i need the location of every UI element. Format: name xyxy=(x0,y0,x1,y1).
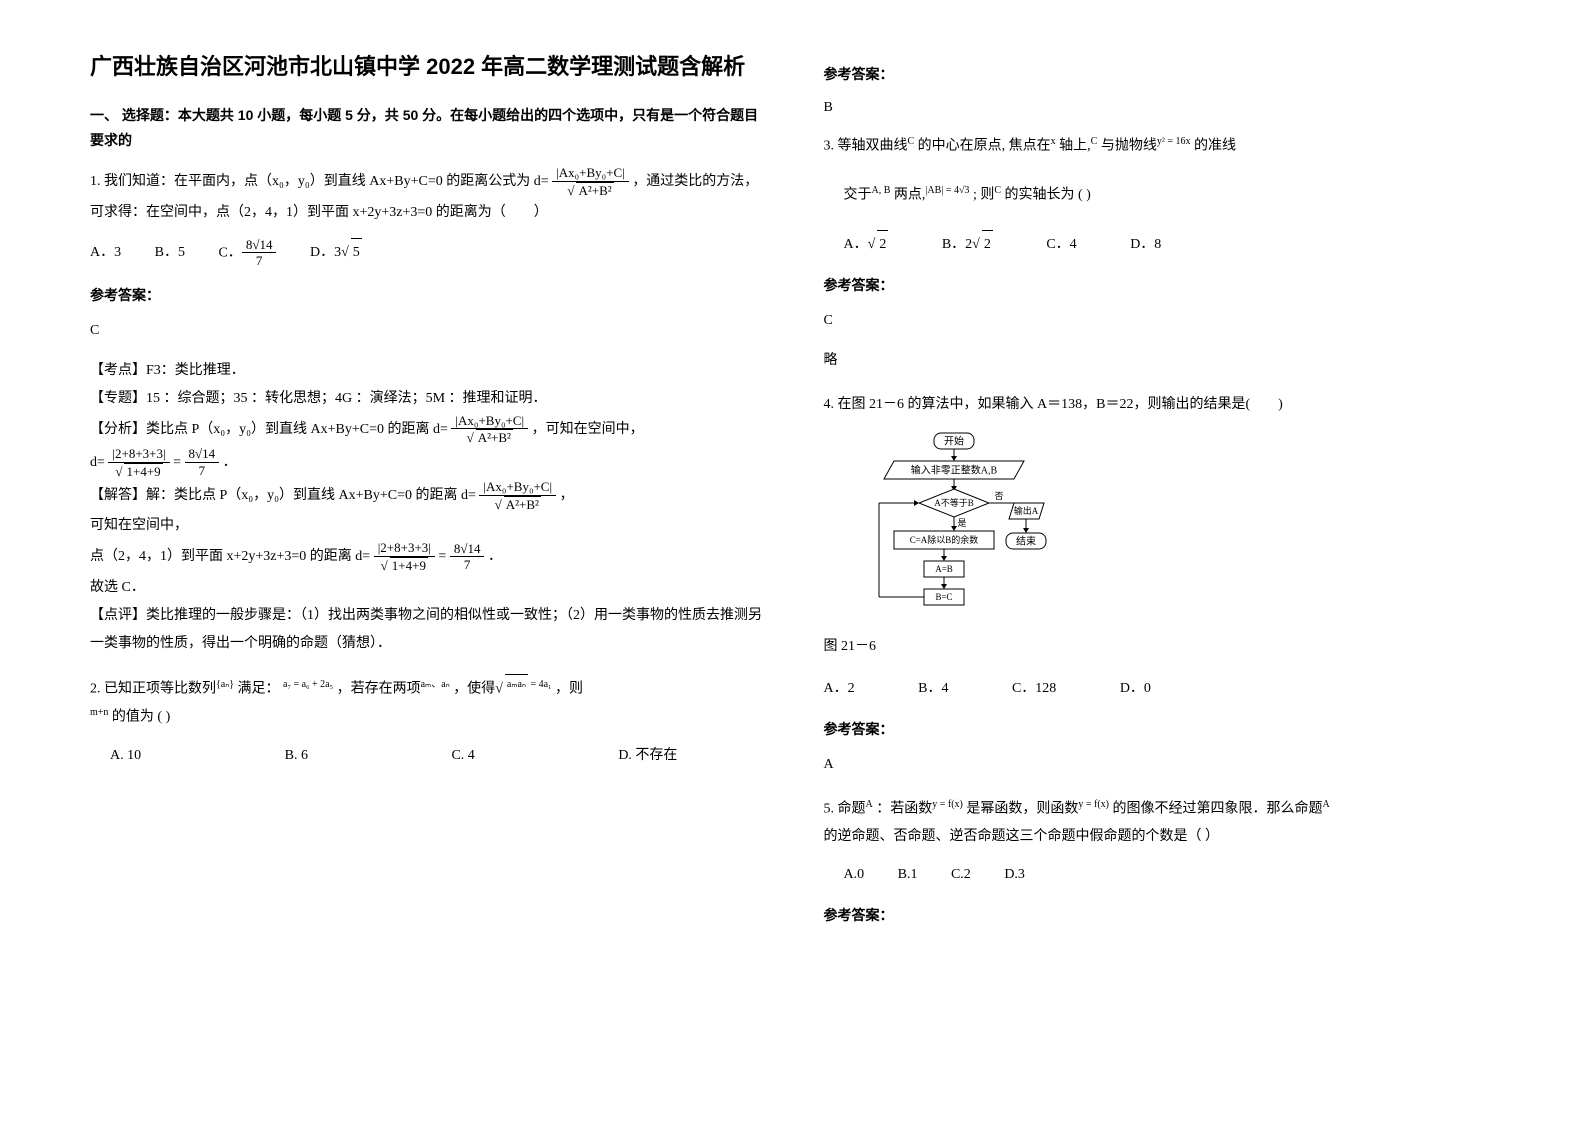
q1-option-b: B．5 xyxy=(155,239,185,267)
question-1: 1. 我们知道：在平面内，点（x₀，y₀）到直线 Ax+By+C=0 的距离公式… xyxy=(90,165,764,657)
q1-text-prefix: 1. 我们知道：在平面内，点（x₀，y₀）到直线 Ax+By+C=0 的距离公式… xyxy=(90,174,549,189)
svg-text:输出A: 输出A xyxy=(1013,505,1038,516)
q1-kaodian: 【考点】F3：类比推理． xyxy=(90,357,764,385)
q5-option-c: C.2 xyxy=(951,861,971,889)
answer-header: 参考答案： xyxy=(824,901,1498,929)
q1-option-c: C．8√147 xyxy=(218,237,276,269)
right-column: 参考答案： B 3. 等轴双曲线C 的中心在原点, 焦点在x 轴上,C 与抛物线… xyxy=(824,50,1498,945)
q1-formula-num: |Ax₀+By₀+C| xyxy=(552,165,629,182)
q3-answer: C xyxy=(824,307,1498,335)
answer-header: 参考答案： xyxy=(824,715,1498,743)
q4-options: A．2 B．4 C．128 D．0 xyxy=(824,675,1498,703)
section-header: 一、 选择题：本大题共 10 小题，每小题 5 分，共 50 分。在每小题给出的… xyxy=(90,103,764,153)
q2-option-b: B. 6 xyxy=(285,742,308,770)
q3-option-c: C．4 xyxy=(1046,231,1076,259)
q1-fenxi-line2: d= |2+8+3+3| √1+4+9 = 8√14 7 ． xyxy=(90,446,764,479)
svg-text:C=A除以B的余数: C=A除以B的余数 xyxy=(909,534,978,545)
flowchart-svg: 开始 输入非零正整数A,B A不等于B 否 输出A xyxy=(864,431,1074,621)
q2-option-c: C. 4 xyxy=(451,742,474,770)
svg-text:开始: 开始 xyxy=(944,434,964,447)
q3-lue: 略 xyxy=(824,347,1498,375)
q1-options: A．3 B．5 C．8√147 D．3√5 xyxy=(90,237,764,269)
q1-jieda-line2: 可知在空间中， xyxy=(90,512,764,540)
svg-text:A=B: A=B xyxy=(935,564,953,574)
question-2: 2. 已知正项等比数列{aₙ} 满足： a₇ = a₆ + 2a₅ ，若存在两项… xyxy=(90,674,764,770)
svg-text:B=C: B=C xyxy=(935,592,952,602)
q2-option-a: A. 10 xyxy=(110,742,141,770)
q4-option-b: B．4 xyxy=(918,675,948,703)
q1-fenxi: 【分析】类比点 P（x₀，y₀）到直线 Ax+By+C=0 的距离 d= |Ax… xyxy=(90,413,764,446)
q4-caption: 图 21－6 xyxy=(824,633,1498,661)
q1-dianping: 【点评】类比推理的一般步骤是：（1）找出两类事物之间的相似性或一致性；（2）用一… xyxy=(90,602,764,658)
q3-option-b: B．2√2 xyxy=(942,230,993,259)
svg-text:否: 否 xyxy=(994,491,1003,501)
q4-text: 4. 在图 21－6 的算法中，如果输入 A＝138，B＝22，则输出的结果是(… xyxy=(824,391,1498,419)
q1-formula: |Ax₀+By₀+C| √A²+B² xyxy=(552,165,629,198)
q3-option-d: D．8 xyxy=(1130,231,1161,259)
q2-options: A. 10 B. 6 C. 4 D. 不存在 xyxy=(110,742,764,770)
svg-text:A不等于B: A不等于B xyxy=(934,497,974,508)
q5-options: A.0 B.1 C.2 D.3 xyxy=(844,861,1498,889)
q3-option-a: A．√2 xyxy=(844,230,889,259)
question-3: 3. 等轴双曲线C 的中心在原点, 焦点在x 轴上,C 与抛物线y² = 16x… xyxy=(824,132,1498,374)
q4-option-c: C．128 xyxy=(1012,675,1056,703)
q1-jieda: 【解答】解：类比点 P（x₀，y₀）到直线 Ax+By+C=0 的距离 d= |… xyxy=(90,479,764,512)
q4-answer: A xyxy=(824,751,1498,779)
question-4: 4. 在图 21－6 的算法中，如果输入 A＝138，B＝22，则输出的结果是(… xyxy=(824,391,1498,779)
flowchart-diagram: 开始 输入非零正整数A,B A不等于B 否 输出A xyxy=(864,431,1498,621)
answer-header: 参考答案： xyxy=(824,62,1498,87)
q4-option-d: D．0 xyxy=(1120,675,1151,703)
q1-formula-den: √A²+B² xyxy=(552,182,629,199)
q2-answer: B xyxy=(824,95,1498,120)
answer-header: 参考答案： xyxy=(824,271,1498,299)
q1-zhuanti: 【专题】15 ：综合题；35 ：转化思想；4G ：演绎法；5M ：推理和证明． xyxy=(90,385,764,413)
q2-option-d: D. 不存在 xyxy=(618,742,677,770)
left-column: 广西壮族自治区河池市北山镇中学 2022 年高二数学理测试题含解析 一、 选择题… xyxy=(90,50,764,945)
q5-option-d: D.3 xyxy=(1004,861,1025,889)
q5-option-a: A.0 xyxy=(844,861,865,889)
svg-text:结束: 结束 xyxy=(1016,534,1036,547)
q4-option-a: A．2 xyxy=(824,675,855,703)
answer-header: 参考答案： xyxy=(90,281,764,309)
svg-text:输入非零正整数A,B: 输入非零正整数A,B xyxy=(910,463,997,476)
q5-option-b: B.1 xyxy=(898,861,918,889)
q3-options: A．√2 B．2√2 C．4 D．8 xyxy=(844,230,1498,259)
q1-jieda-line3: 点（2，4，1）到平面 x+2y+3z+3=0 的距离 d= |2+8+3+3|… xyxy=(90,540,764,573)
q1-answer: C xyxy=(90,317,764,345)
q1-guxuan: 故选 C． xyxy=(90,574,764,602)
page: 广西壮族自治区河池市北山镇中学 2022 年高二数学理测试题含解析 一、 选择题… xyxy=(90,50,1497,945)
q1-option-a: A．3 xyxy=(90,239,121,267)
page-title: 广西壮族自治区河池市北山镇中学 2022 年高二数学理测试题含解析 xyxy=(90,50,764,83)
question-5: 5. 命题A ：若函数y = f(x) 是幂函数，则函数y = f(x) 的图像… xyxy=(824,795,1498,930)
q1-option-d: D．3√5 xyxy=(310,238,362,267)
svg-text:是: 是 xyxy=(957,518,966,528)
